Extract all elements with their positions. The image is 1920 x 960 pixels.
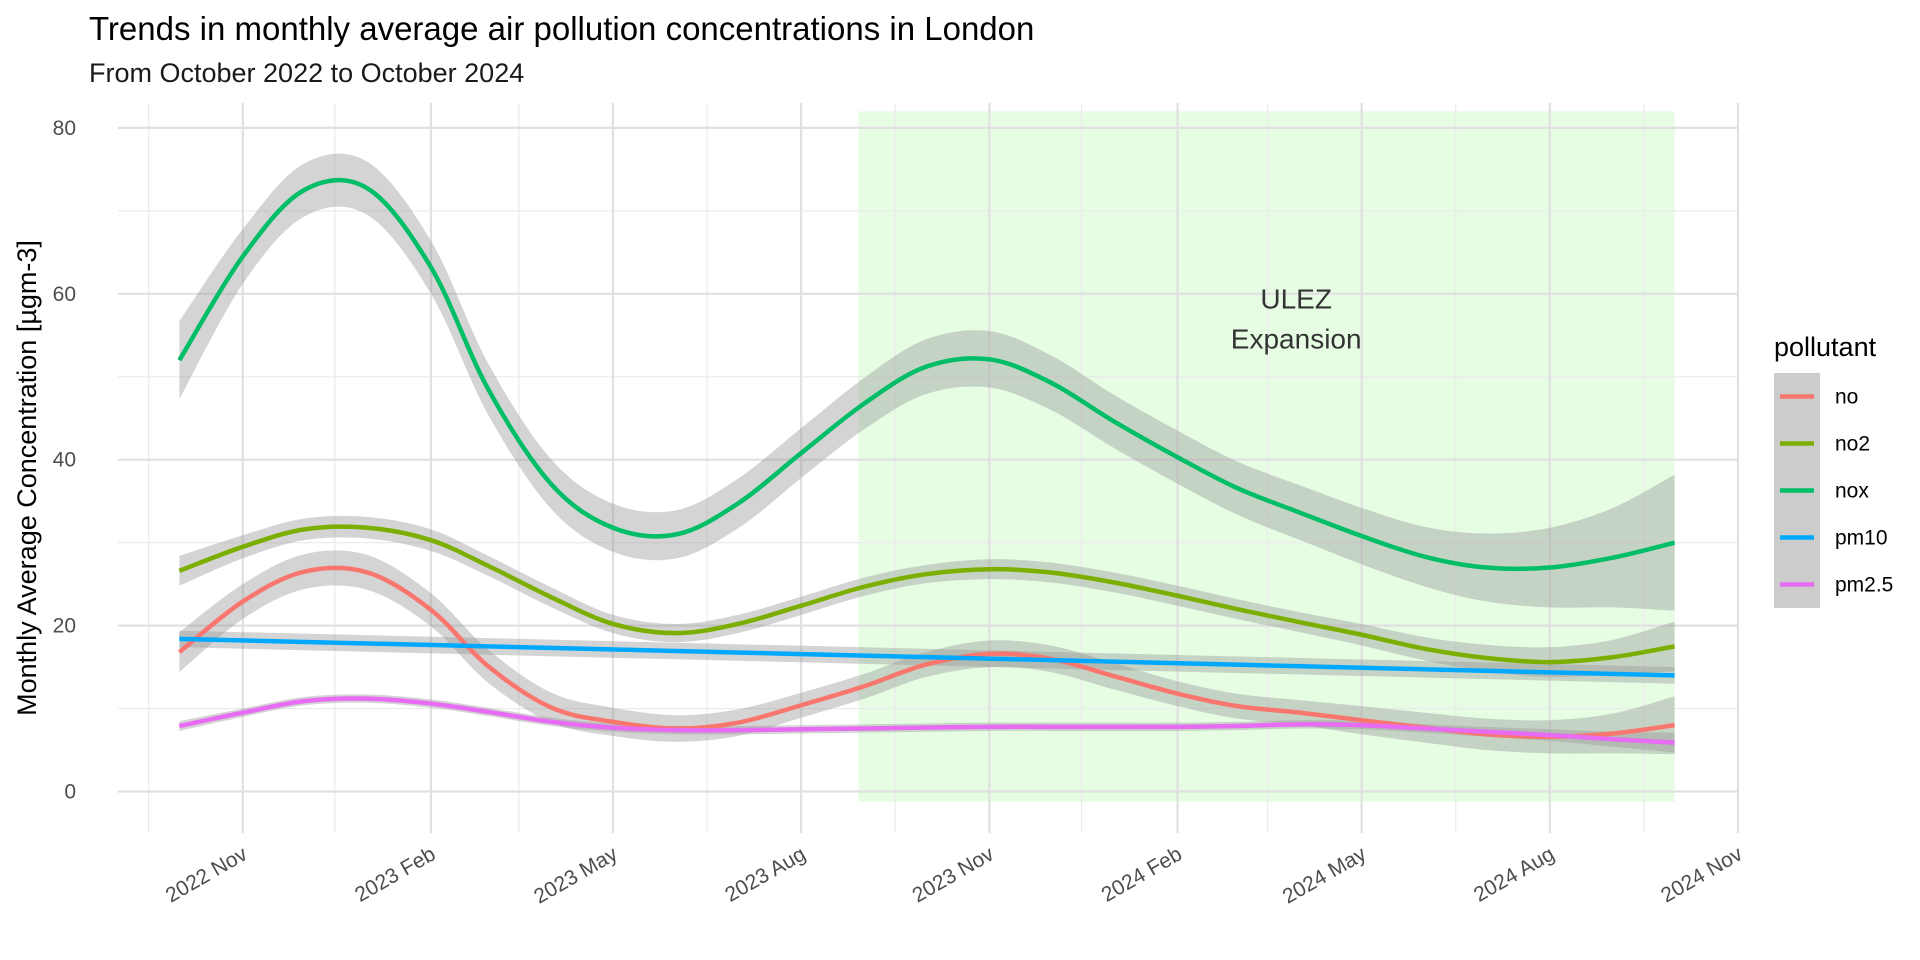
y-tick-label: 0: [64, 781, 76, 804]
annotation-expansion: Expansion: [1231, 324, 1362, 355]
x-tick-label: 2023 May: [530, 842, 622, 908]
y-tick-label: 60: [53, 283, 76, 306]
series-line-no2: [178, 524, 1675, 665]
legend: pollutant no no2 nox pm10 pm2.5: [1774, 332, 1893, 608]
x-tick-label: 2024 May: [1279, 842, 1371, 908]
annotation-ulez: ULEZ: [1260, 284, 1332, 315]
y-tick-label: 80: [53, 117, 76, 140]
legend-label-no2: no2: [1835, 433, 1870, 456]
x-tick-label: 2023 Nov: [909, 842, 999, 907]
ulez-region-layer: [858, 111, 1675, 802]
grid-layer: [118, 103, 1740, 833]
legend-label-no: no: [1835, 386, 1858, 409]
confidence-band-nox: [179, 153, 1675, 611]
legend-title: pollutant: [1774, 332, 1877, 362]
chart-subtitle: From October 2022 to October 2024: [89, 58, 525, 88]
annotation-layer: ULEZ Expansion: [1231, 284, 1362, 355]
confidence-band-no: [179, 550, 1675, 755]
legend-label-pm2.5: pm2.5: [1835, 574, 1893, 597]
ulez-shaded-region: [858, 111, 1675, 802]
series-line-pm10: [179, 636, 1675, 678]
y-tick-label: 20: [53, 615, 76, 638]
y-axis-ticks: 0 20 40 60 80: [53, 117, 76, 804]
x-tick-label: 2023 Aug: [721, 842, 809, 906]
chart-title: Trends in monthly average air pollution …: [89, 10, 1035, 47]
series-line-pm2.5: [178, 696, 1675, 745]
x-tick-label: 2024 Aug: [1470, 842, 1558, 906]
x-tick-label: 2024 Nov: [1657, 842, 1747, 907]
series-line-nox: [177, 177, 1676, 572]
y-axis-title: Monthly Average Concentration [µgm-3]: [12, 240, 42, 716]
legend-label-nox: nox: [1835, 480, 1869, 503]
series-lines-layer: [177, 177, 1676, 745]
x-tick-label: 2023 Feb: [351, 842, 439, 906]
y-tick-label: 40: [53, 449, 76, 472]
legend-label-pm10: pm10: [1835, 527, 1888, 550]
x-axis-ticks: 2022 Nov 2023 Feb 2023 May 2023 Aug 2023 Nov…: [162, 842, 1747, 908]
x-tick-label: 2022 Nov: [162, 842, 252, 907]
x-tick-label: 2024 Feb: [1098, 842, 1186, 906]
